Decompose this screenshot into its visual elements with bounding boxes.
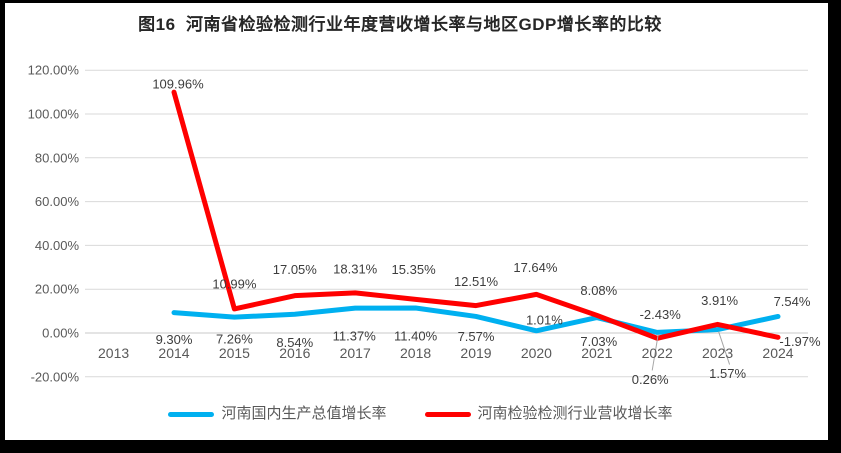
data-label: 11.37%: [333, 329, 377, 344]
y-axis-tick-label: 100.00%: [28, 107, 80, 122]
data-label: 0.26%: [632, 372, 669, 387]
y-axis-tick-label: -20.00%: [31, 369, 80, 384]
x-axis-tick-label: 2014: [158, 345, 189, 361]
data-label: 1.57%: [709, 366, 746, 381]
x-axis-tick-label: 2015: [219, 345, 250, 361]
data-label: 8.08%: [580, 283, 617, 298]
legend: 河南国内生产总值增长率 河南检验检测行业营收增长率: [0, 404, 841, 424]
series-line-industry: [171, 89, 781, 341]
data-label: 17.64%: [513, 260, 558, 275]
x-axis-tick-label: 2018: [400, 345, 431, 361]
x-axis-tick-label: 2019: [460, 345, 491, 361]
y-axis-tick-label: 80.00%: [35, 150, 80, 165]
legend-label-gdp: 河南国内生产总值增长率: [221, 405, 387, 422]
data-label: 7.26%: [216, 332, 253, 347]
data-label: 9.30%: [156, 332, 193, 347]
y-axis-tick-label: 0.00%: [42, 326, 79, 341]
data-label: 8.54%: [276, 335, 313, 350]
x-axis-tick-label: 2017: [340, 345, 371, 361]
leader-line: [651, 334, 659, 371]
y-axis-tick-label: 20.00%: [35, 282, 80, 297]
chart-title: 图16 河南省检验检测行业年度营收增长率与地区GDP增长率的比较: [138, 15, 662, 34]
data-label: 18.31%: [333, 261, 378, 276]
legend-item-industry: 河南检验检测行业营收增长率: [424, 404, 673, 424]
data-label: -2.43%: [640, 307, 682, 322]
data-label: 3.91%: [701, 293, 738, 308]
y-axis-tick-label: 60.00%: [35, 194, 80, 209]
legend-item-gdp: 河南国内生产总值增长率: [168, 404, 387, 424]
data-label: -1.97%: [779, 334, 821, 349]
data-label: 1.01%: [526, 312, 563, 327]
data-label: 17.05%: [273, 262, 318, 277]
chart-canvas: [5, 3, 828, 440]
data-label: 7.03%: [580, 334, 617, 349]
x-axis-tick-label: 2013: [98, 345, 129, 361]
data-label: 15.35%: [392, 262, 437, 277]
legend-line-swatch-industry: [424, 411, 471, 417]
y-axis-tick-label: 40.00%: [35, 238, 80, 253]
leader-line: [718, 331, 731, 365]
x-axis-tick-label: 2024: [762, 345, 793, 361]
data-label: 109.96%: [152, 77, 204, 92]
x-axis-tick-label: 2016: [279, 345, 310, 361]
x-axis-tick-label: 2023: [702, 345, 733, 361]
data-label: 7.54%: [774, 294, 811, 309]
data-label: 11.40%: [394, 329, 438, 344]
x-axis-tick-label: 2020: [521, 345, 552, 361]
data-label: 7.57%: [458, 329, 495, 344]
legend-label-industry: 河南检验检测行业营收增长率: [477, 405, 673, 422]
x-axis-tick-label: 2021: [581, 345, 612, 361]
data-label: 10.99%: [212, 276, 257, 291]
y-axis-tick-label: 120.00%: [28, 63, 80, 78]
legend-line-swatch-gdp: [168, 411, 215, 417]
x-axis-tick-label: 2022: [642, 345, 673, 361]
data-label: 12.51%: [454, 274, 499, 289]
